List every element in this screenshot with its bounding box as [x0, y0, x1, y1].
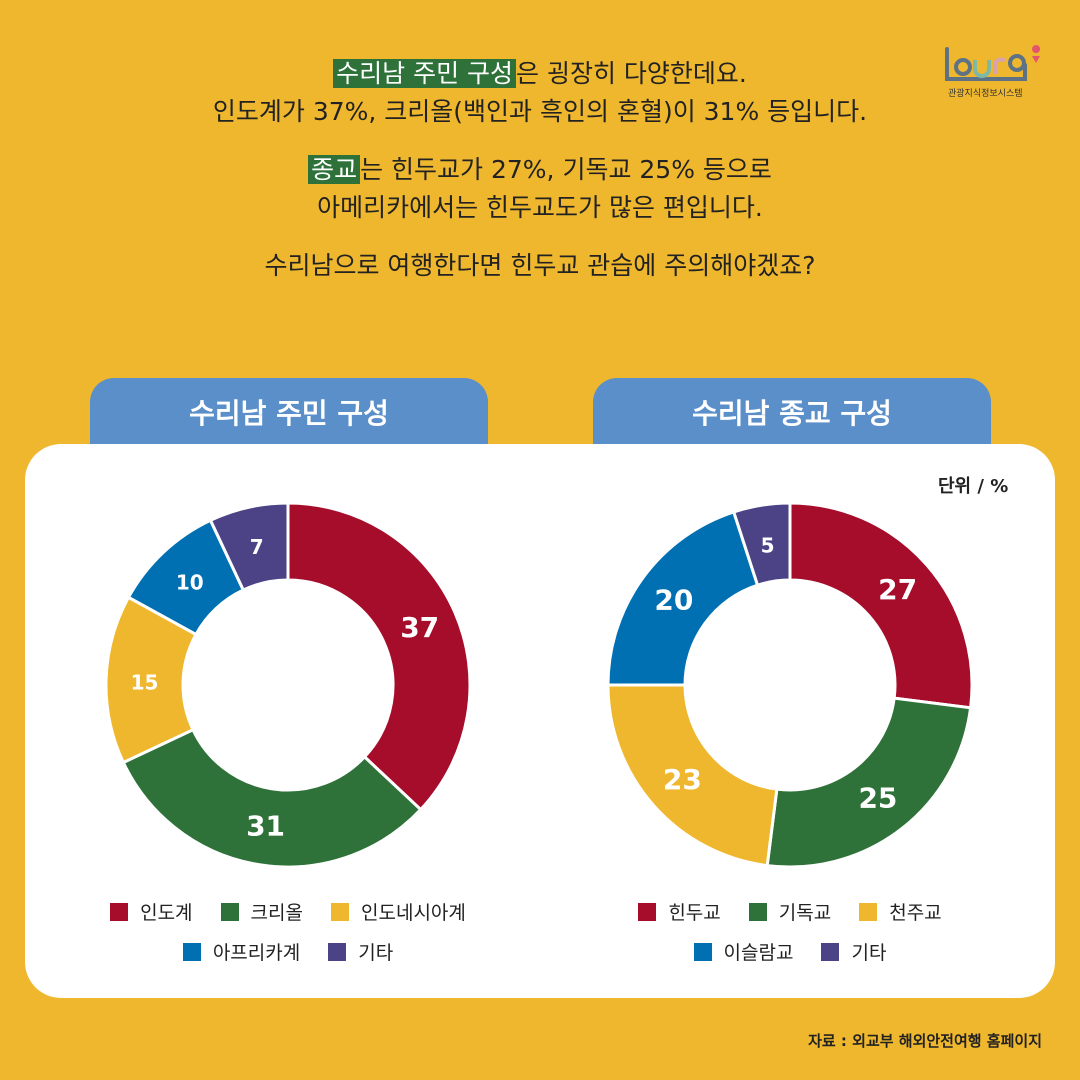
legend-swatch	[220, 903, 239, 921]
legend-item: 기독교	[748, 893, 832, 933]
legend-item: 크리올	[220, 893, 303, 933]
data-label: 37	[400, 611, 439, 644]
legend-label: 힌두교	[668, 902, 721, 924]
data-label: 25	[858, 781, 897, 814]
legend-label: 아프리카계	[212, 942, 301, 964]
legend-item: 아프리카계	[182, 933, 301, 973]
legend-item: 이슬람교	[693, 933, 794, 973]
legend-swatch	[331, 903, 349, 921]
data-label: 7	[250, 535, 264, 559]
legend-swatch	[859, 903, 878, 921]
legend-swatch	[748, 903, 767, 921]
legend-item: 인도계	[110, 893, 193, 933]
donut-slice-크리올	[121, 727, 423, 869]
legend-swatch	[693, 943, 712, 961]
text: 아메리카에서는 힌두교도가 많은 편입니다.	[317, 193, 763, 222]
tour9-logo	[945, 45, 1041, 81]
legend-label: 기타	[358, 942, 394, 964]
data-label: 5	[761, 533, 775, 557]
intro-paragraph-1: 수리남 주민 구성 은 굉장히 다양한데요. 인도계가 37%, 크리올(백인과 …	[0, 55, 1080, 131]
legend-label: 이슬람교	[723, 942, 794, 964]
legend-label: 기타	[851, 942, 887, 964]
legend-label: 인도계	[140, 902, 193, 924]
legend-swatch	[328, 943, 347, 961]
donut-slice-인도계	[286, 501, 472, 812]
logo-subtitle: 관광지식정보시스템	[948, 89, 1023, 99]
legend-item: 기타	[821, 933, 886, 973]
text: 인도계가 37%, 크리올(백인과 흑인의 혼혈)이 31% 등입니다.	[212, 97, 868, 126]
donut-slice-기타	[731, 501, 792, 588]
legend-swatch	[182, 943, 201, 961]
data-label: 27	[878, 573, 917, 606]
intro-text: 수리남 주민 구성 은 굉장히 다양한데요. 인도계가 37%, 크리올(백인과 …	[0, 55, 1080, 305]
highlight: 종교	[308, 155, 361, 184]
data-label: 10	[176, 570, 204, 594]
legend-label: 천주교	[889, 902, 942, 924]
legend-item: 힌두교	[638, 893, 721, 933]
intro-paragraph-2: 종교 는 힌두교가 27%, 기독교 25% 등으로 아메리카에서는 힌두교도가 …	[0, 151, 1080, 227]
donut-slice-기독교	[765, 696, 973, 869]
legend-item: 인도네시아계	[331, 893, 466, 933]
data-label: 31	[246, 810, 285, 843]
donut-slice-천주교	[606, 683, 779, 868]
data-label: 20	[654, 584, 693, 617]
legend-label: 크리올	[250, 902, 303, 924]
legend-label: 인도네시아계	[361, 902, 466, 924]
donut-slice-기타	[208, 501, 290, 592]
donut-slice-힌두교	[788, 501, 974, 710]
legend-item: 기타	[328, 933, 393, 973]
text: 는 힌두교가 27%, 기독교 25% 등으로	[360, 155, 772, 184]
legend-item: 천주교	[859, 893, 942, 933]
intro-paragraph-3: 수리남으로 여행한다면 힌두교 관습에 주의해야겠죠?	[264, 251, 816, 280]
highlight: 수리남 주민 구성	[333, 59, 517, 88]
text: 은 굉장히 다양한데요.	[516, 59, 747, 88]
data-label: 23	[663, 763, 702, 796]
donut-slice-이슬람교	[606, 510, 760, 687]
legend-swatch	[638, 903, 657, 921]
unit-label: 단위 / %	[938, 476, 1009, 497]
legend-label: 기독교	[778, 902, 832, 924]
data-label: 15	[131, 670, 159, 694]
source-note: 자료 : 외교부 해외안전여행 홈페이지	[808, 1032, 1042, 1050]
legend-swatch	[821, 943, 840, 961]
legend-swatch	[110, 903, 129, 921]
